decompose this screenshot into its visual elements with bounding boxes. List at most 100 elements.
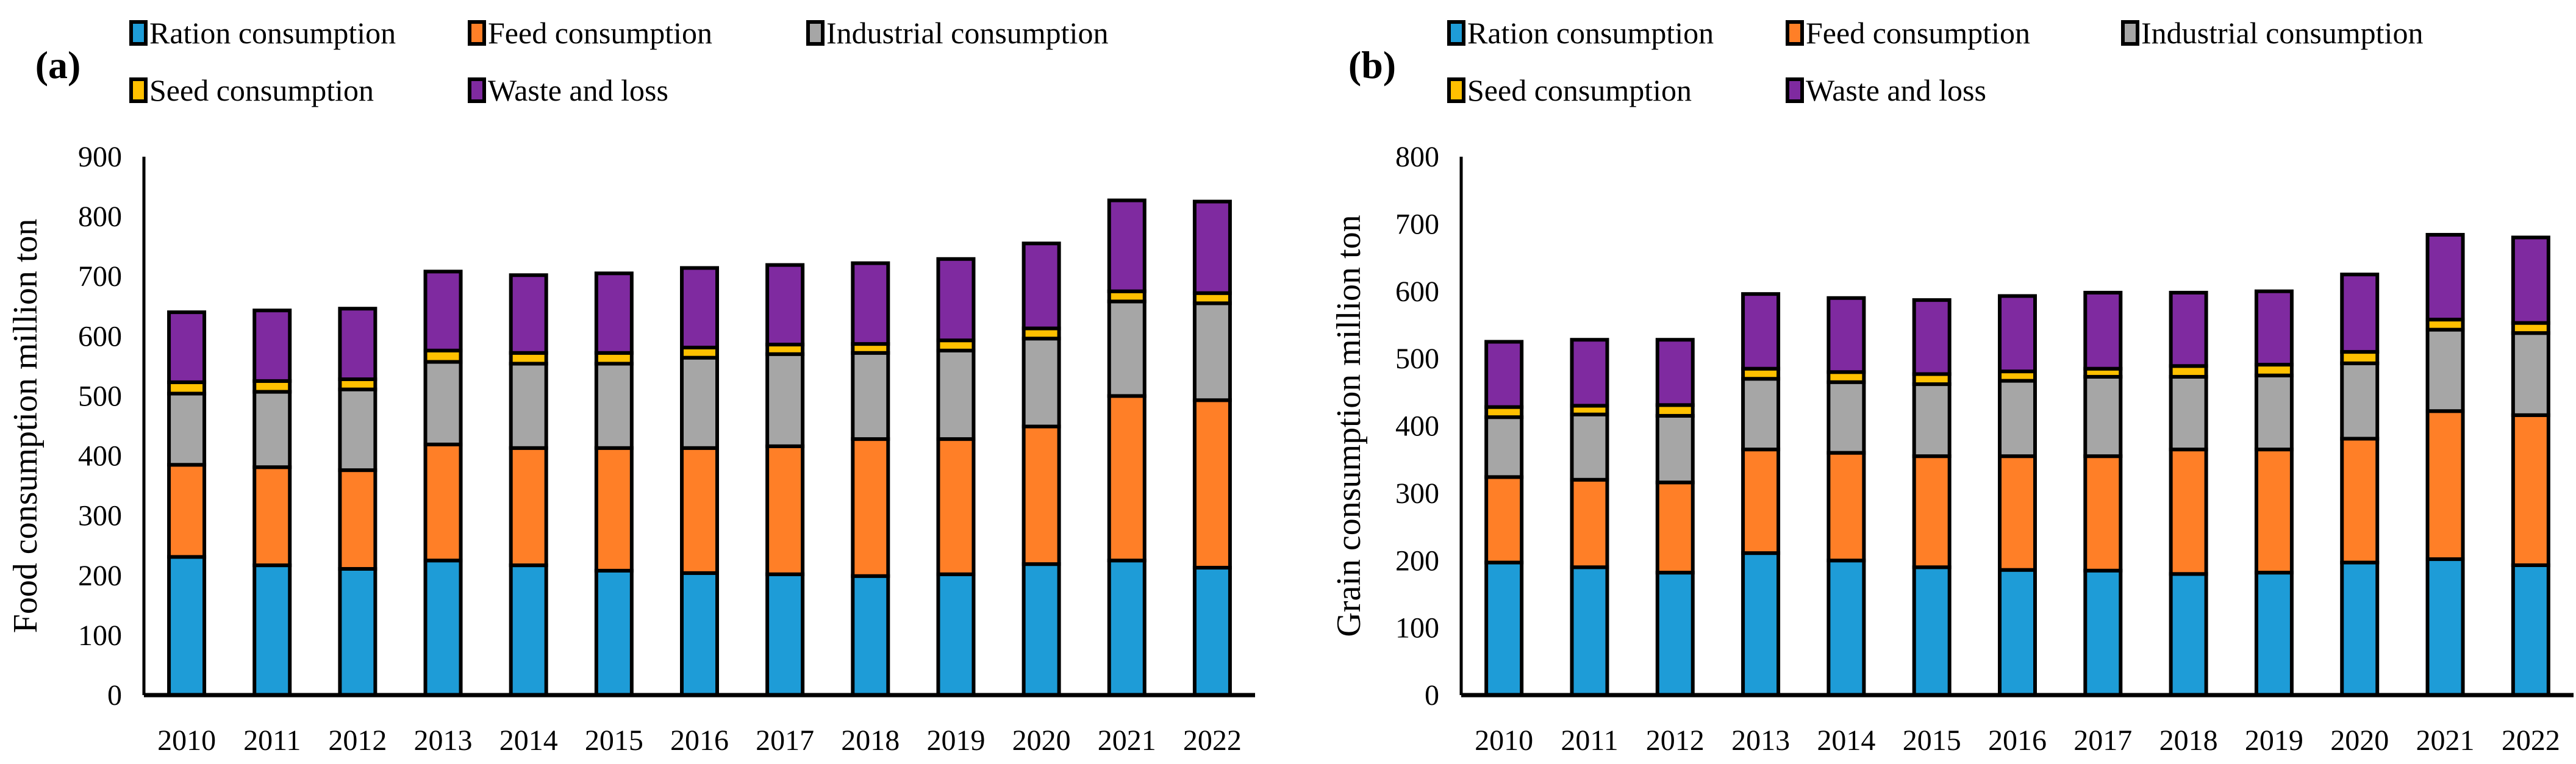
x-tick-label: 2022 [1183,724,1242,757]
bar-segment-ration-consumption [1192,566,1232,697]
bar-segment-feed-consumption [851,437,890,578]
y-tick-label: 900 [78,141,122,173]
bar-stack-2017 [765,263,805,697]
y-tick-label: 200 [1395,544,1439,577]
bar-segment-feed-consumption [252,465,292,568]
bar-segment-feed-consumption [1655,480,1695,575]
bar-segment-ration-consumption [2340,560,2380,698]
x-tick-label: 2010 [157,724,216,757]
x-tick-label: 2016 [1988,724,2047,757]
bar-segment-feed-consumption [1912,454,1952,569]
x-tick-label: 2013 [1731,724,1790,757]
x-tick-label: 2017 [756,724,814,757]
bar-segment-ration-consumption [765,572,805,697]
y-tick-label: 400 [78,440,122,473]
bar-segment-waste-and-loss [936,257,976,343]
bar-stack-2015 [1912,298,1952,697]
x-tick-label: 2020 [1012,724,1071,757]
bar-segment-ration-consumption [1912,565,1952,697]
bar-segment-waste-and-loss [2425,233,2465,322]
x-tick-label: 2022 [2502,724,2560,757]
bar-segment-feed-consumption [509,446,548,568]
bar-segment-industrial-consumption [2511,331,2550,417]
y-tick-label: 0 [1425,679,1439,712]
bar-stack-2020 [1021,241,1061,697]
legend-label: Industrial consumption [826,16,1108,50]
bar-segment-ration-consumption [1741,551,1781,698]
bar-stack-2021 [1107,198,1147,697]
bar-segment-waste-and-loss [1826,296,1866,374]
x-tick-label: 2012 [1646,724,1705,757]
legend-label: Waste and loss [1806,73,1986,107]
legend-item: Feed consumption [468,16,712,50]
bar-segment-ration-consumption [338,566,377,697]
bar-segment-waste-and-loss [765,263,805,347]
legend-item: Industrial consumption [2121,16,2423,50]
bar-segment-ration-consumption [423,559,463,697]
bar-stack-2013 [423,270,463,697]
bar-stack-2016 [1998,294,2037,698]
legend-swatch [806,20,825,46]
bar-stack-2021 [2425,233,2465,697]
bar-segment-feed-consumption [1484,475,1524,565]
bar-segment-feed-consumption [765,444,805,576]
bar-segment-feed-consumption [1998,454,2037,572]
bar-segment-industrial-consumption [594,362,634,450]
legend-label: Industrial consumption [2141,16,2423,50]
bar-segment-waste-and-loss [2254,289,2294,367]
bar-segment-ration-consumption [2425,557,2465,697]
x-tick-label: 2015 [585,724,643,757]
bar-stack-2011 [252,309,292,697]
bar-segment-ration-consumption [1484,560,1524,698]
legend-swatch [129,77,148,103]
bar-segment-ration-consumption [851,574,890,698]
bar-segment-waste-and-loss [2340,273,2380,354]
bar-segment-feed-consumption [2511,413,2550,567]
bar-segment-industrial-consumption [851,351,890,441]
bar-segment-feed-consumption [2169,448,2208,576]
bar-segment-industrial-consumption [252,390,292,469]
y-tick-label: 500 [1395,343,1439,375]
bar-stack-2018 [2169,290,2208,698]
bar-segment-feed-consumption [2254,448,2294,575]
bar-segment-waste-and-loss [167,310,207,384]
legend-label: Feed consumption [488,16,712,50]
bar-segment-ration-consumption [936,572,976,697]
bar-segment-waste-and-loss [1192,199,1232,295]
bar-segment-industrial-consumption [2340,361,2380,441]
bar-segment-feed-consumption [1741,448,1781,555]
bar-segment-waste-and-loss [1741,292,1781,371]
bar-segment-waste-and-loss [680,266,719,349]
bar-segment-ration-consumption [1655,571,1695,697]
y-tick-label: 800 [1395,141,1439,173]
y-tick-label: 300 [1395,477,1439,510]
bar-stack-2018 [851,261,890,698]
chart-panel-a: (a) Ration consumption Feed consumption Ind… [7,16,1255,757]
bar-segment-ration-consumption [509,563,548,697]
bar-segment-waste-and-loss [1021,241,1061,330]
bar-segment-feed-consumption [167,463,207,559]
bar-stack-2012 [338,307,377,697]
bar-stack-2014 [509,273,548,697]
bar-segment-waste-and-loss [509,273,548,355]
bar-segment-industrial-consumption [1107,299,1147,398]
bar-segment-industrial-consumption [1192,301,1232,402]
bar-segment-ration-consumption [2169,572,2208,698]
y-axis-title: Food consumption million ton [7,219,45,634]
legend-item: Ration consumption [1447,16,1714,50]
bar-stack-2012 [1655,338,1695,697]
bar-segment-feed-consumption [936,437,976,576]
bar-segment-feed-consumption [2340,437,2380,565]
legend-swatch [129,20,148,46]
bar-stack-2010 [1484,340,1524,698]
bar-segment-feed-consumption [423,442,463,563]
bar-segment-industrial-consumption [1741,377,1781,452]
bar-stack-2016 [680,266,719,697]
x-tick-label: 2011 [243,724,301,757]
x-tick-label: 2014 [1817,724,1875,757]
bar-segment-industrial-consumption [423,360,463,446]
bar-segment-waste-and-loss [338,307,377,381]
bar-segment-ration-consumption [594,568,634,697]
legend-label: Feed consumption [1806,16,2030,50]
